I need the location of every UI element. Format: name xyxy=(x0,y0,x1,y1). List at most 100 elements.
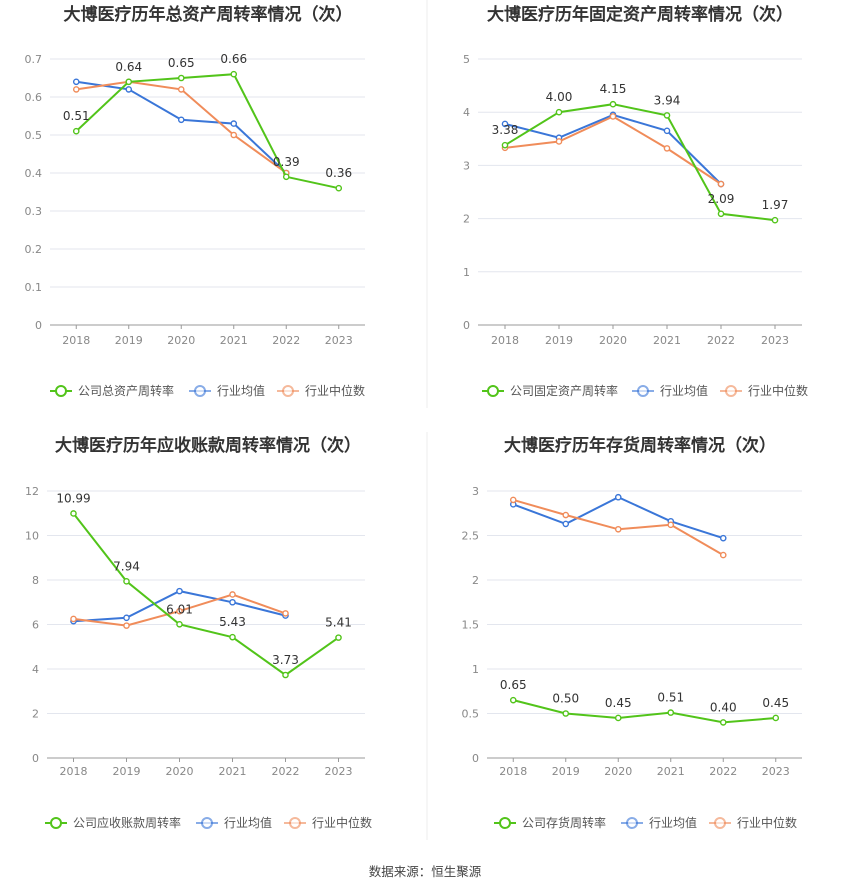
x-tick-label: 2022 xyxy=(272,765,300,778)
data-point-industry_median xyxy=(667,521,675,529)
y-tick-label: 0 xyxy=(472,752,479,765)
data-point-industry_avg xyxy=(125,86,133,93)
data-point-company xyxy=(771,216,779,224)
data-point-industry_avg xyxy=(123,614,130,622)
data-point-industry_median xyxy=(663,145,671,152)
chart-panel-1: 大博医疗历年总资产周转率情况（次） 0 0.1 0.2 0.3 0.4 0.5 0.6 0.7 2… xyxy=(25,4,366,398)
x-tick-label: 2019 xyxy=(115,334,143,347)
y-tick-label: 0.5 xyxy=(25,129,43,142)
y-tick-label: 10 xyxy=(25,530,39,543)
series-company: 0.51 0.64 0.65 0.66 0.39 0.36 xyxy=(63,52,352,192)
legend-swatch-marker xyxy=(282,385,294,397)
data-point-industry_avg xyxy=(614,493,622,501)
data-label: 10.99 xyxy=(56,491,90,505)
series-industry_median xyxy=(509,496,727,559)
x-tick-label: 2021 xyxy=(653,334,681,347)
data-point-industry_median xyxy=(176,607,183,615)
data-point-company xyxy=(282,671,289,679)
legend-item-company: 公司存货周转率 xyxy=(494,815,606,830)
legend-item-company: 公司固定资产周转率 xyxy=(482,383,618,398)
data-point-company xyxy=(125,78,133,86)
legend: 公司存货周转率 行业均值 行业中位数 xyxy=(494,815,797,830)
chart-title: 大博医疗历年固定资产周转率情况（次） xyxy=(487,4,793,25)
data-label: 0.65 xyxy=(500,678,527,692)
y-tick-label: 0.5 xyxy=(462,708,480,721)
y-tick-label: 1.5 xyxy=(462,619,480,632)
x-tick-label: 2020 xyxy=(166,765,194,778)
legend-item-industry_median: 行业中位数 xyxy=(284,815,372,830)
data-label: 2.09 xyxy=(708,192,735,206)
data-label: 0.51 xyxy=(657,691,684,705)
x-tick-label: 2023 xyxy=(762,765,790,778)
legend: 公司应收账款周转率 行业均值 行业中位数 xyxy=(45,815,372,830)
x-tick-label: 2019 xyxy=(545,334,573,347)
data-label: 0.65 xyxy=(168,56,195,70)
series-industry_avg xyxy=(509,493,727,542)
data-label: 5.41 xyxy=(325,616,352,630)
data-point-industry_median xyxy=(614,525,622,533)
series-line-company xyxy=(504,103,776,222)
data-label: 5.43 xyxy=(219,615,246,629)
data-point-company xyxy=(614,714,622,722)
data-point-company xyxy=(72,127,80,135)
x-tick-label: 2023 xyxy=(325,334,353,347)
chart-title: 大博医疗历年总资产周转率情况（次） xyxy=(64,4,353,25)
series-industry_avg xyxy=(501,111,725,188)
legend-item-industry_avg: 行业均值 xyxy=(196,815,272,830)
legend-swatch-marker xyxy=(289,817,301,829)
series-company: 3.38 4.00 4.15 3.94 2.09 1.97 xyxy=(492,82,789,224)
data-label: 1.97 xyxy=(762,198,789,212)
y-tick-label: 0.1 xyxy=(25,281,43,294)
data-point-company xyxy=(229,633,236,641)
y-tick-label: 8 xyxy=(32,574,39,587)
x-tick-label: 2018 xyxy=(499,765,527,778)
series-industry_avg xyxy=(72,78,290,177)
data-point-company xyxy=(555,108,563,116)
data-point-company xyxy=(335,184,343,192)
data-point-industry_avg xyxy=(229,598,236,606)
chart-title: 大博医疗历年存货周转率情况（次） xyxy=(504,435,776,456)
data-point-industry_median xyxy=(230,131,238,139)
data-label: 0.50 xyxy=(552,692,579,706)
y-tick-label: 2 xyxy=(472,574,479,587)
y-tick-label: 2 xyxy=(463,213,470,226)
y-tick-label: 1 xyxy=(463,266,470,279)
series-line-company xyxy=(513,699,776,724)
y-tick-label: 4 xyxy=(463,106,470,119)
x-tick-label: 2018 xyxy=(491,334,519,347)
data-point-company xyxy=(663,112,671,119)
legend-swatch-marker xyxy=(714,817,726,829)
data-point-company xyxy=(719,719,727,726)
legend-label: 行业均值 xyxy=(224,815,272,830)
data-point-company xyxy=(667,709,675,716)
data-label: 0.40 xyxy=(710,700,737,714)
data-point-company xyxy=(282,173,290,181)
legend-swatch-marker xyxy=(194,385,206,397)
data-point-company xyxy=(772,714,780,722)
series-line-industry_median xyxy=(504,115,722,185)
series-company: 10.99 7.94 6.01 5.43 3.73 5.41 xyxy=(56,491,352,679)
data-label: 3.73 xyxy=(272,653,299,667)
data-label: 0.45 xyxy=(762,696,789,710)
legend-label: 行业中位数 xyxy=(737,815,797,830)
chart-title: 大博医疗历年应收账款周转率情况（次） xyxy=(55,435,361,456)
x-tick-label: 2022 xyxy=(707,334,735,347)
data-point-industry_avg xyxy=(501,120,509,128)
data-point-industry_median xyxy=(177,86,185,93)
data-point-company xyxy=(176,620,183,628)
x-tick-label: 2023 xyxy=(325,765,353,778)
data-label: 0.45 xyxy=(605,696,632,710)
data-point-industry_median xyxy=(609,113,617,120)
y-tick-label: 0 xyxy=(32,752,39,765)
x-tick-label: 2023 xyxy=(761,334,789,347)
legend-swatch-marker xyxy=(637,385,649,397)
x-tick-label: 2018 xyxy=(62,334,90,347)
y-tick-label: 6 xyxy=(32,619,39,632)
legend-swatch-marker xyxy=(201,817,213,829)
y-tick-label: 12 xyxy=(25,485,39,498)
legend-swatch-marker xyxy=(487,385,499,397)
data-label: 0.36 xyxy=(325,166,352,180)
data-point-industry_avg xyxy=(230,120,238,127)
x-tick-label: 2020 xyxy=(599,334,627,347)
